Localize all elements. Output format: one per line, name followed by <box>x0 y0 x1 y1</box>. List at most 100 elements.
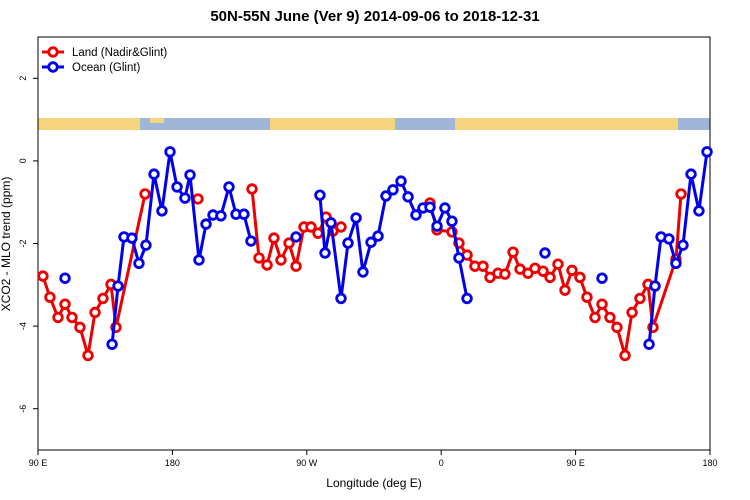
point <box>619 349 631 362</box>
point <box>305 221 317 233</box>
point <box>238 208 250 220</box>
point <box>611 321 623 334</box>
point <box>589 311 601 324</box>
point <box>649 280 661 292</box>
point <box>596 298 608 310</box>
x-tick-label: 90 W <box>296 458 318 468</box>
point <box>223 181 235 193</box>
point <box>581 291 593 303</box>
point <box>66 311 78 324</box>
point <box>139 188 151 200</box>
point <box>677 239 689 251</box>
point <box>663 233 675 245</box>
point <box>372 230 384 242</box>
point <box>424 201 436 213</box>
point <box>193 254 205 266</box>
point <box>290 231 302 243</box>
point <box>402 191 414 203</box>
point <box>275 254 287 266</box>
point <box>507 246 519 258</box>
point <box>37 270 49 282</box>
point <box>335 221 347 233</box>
point <box>82 349 94 362</box>
point <box>643 338 655 350</box>
point <box>537 265 549 277</box>
point <box>453 252 465 264</box>
point <box>192 193 204 205</box>
point <box>446 215 458 227</box>
point <box>148 168 160 180</box>
point <box>312 227 324 239</box>
point <box>59 298 71 310</box>
point <box>261 259 273 271</box>
point <box>283 237 295 249</box>
y-tick-label: -6 <box>18 405 28 413</box>
point <box>670 257 682 270</box>
point <box>97 292 109 305</box>
x-tick-label: 180 <box>702 458 717 468</box>
legend-marker <box>47 46 59 58</box>
chart-title: 50N-55N June (Ver 9) 2014-09-06 to 2018-… <box>210 8 539 25</box>
point <box>89 306 101 319</box>
point <box>171 181 183 193</box>
y-tick-label: -2 <box>18 239 28 247</box>
point <box>335 292 347 305</box>
point <box>626 306 638 319</box>
point <box>350 212 362 224</box>
point <box>126 232 138 244</box>
point <box>246 183 258 195</box>
point <box>319 247 331 259</box>
y-axis-label: XCO2 - MLO trend (ppm) <box>0 177 13 312</box>
point <box>314 189 326 201</box>
point <box>461 292 473 305</box>
point <box>200 218 212 230</box>
y-tick-label: 0 <box>18 158 28 163</box>
point <box>133 257 145 270</box>
point <box>604 311 616 324</box>
point <box>164 146 176 158</box>
point <box>357 266 369 278</box>
point <box>184 169 196 181</box>
point <box>552 258 564 270</box>
x-tick-label: 90 E <box>566 458 585 468</box>
point <box>596 272 608 284</box>
point <box>675 188 687 200</box>
legend: Land (Nadir&Glint) Ocean (Glint) <box>42 46 167 74</box>
point <box>325 217 337 229</box>
point <box>106 338 118 350</box>
land-ocean-strip <box>38 118 710 130</box>
point <box>112 280 124 292</box>
point <box>544 271 556 284</box>
point <box>380 190 392 202</box>
point <box>215 210 227 222</box>
point <box>387 184 399 196</box>
point <box>245 235 257 247</box>
point <box>439 202 451 214</box>
point <box>693 205 705 217</box>
x-tick-label: 90 E <box>29 458 48 468</box>
series-line <box>110 150 709 345</box>
point <box>499 268 511 280</box>
point <box>685 168 697 180</box>
legend-marker <box>47 61 59 73</box>
point <box>179 192 191 204</box>
point <box>431 220 443 232</box>
point <box>574 271 586 284</box>
point <box>74 321 86 334</box>
x-tick-label: 0 <box>439 458 444 468</box>
point <box>566 264 578 277</box>
x-tick-label: 180 <box>165 458 180 468</box>
x-axis-label: Longitude (deg E) <box>326 476 421 490</box>
y-tick-label: 2 <box>18 76 28 81</box>
point <box>268 232 280 244</box>
point <box>44 291 56 303</box>
point <box>156 205 168 217</box>
point <box>52 311 64 324</box>
point <box>539 247 551 259</box>
point <box>140 239 152 251</box>
legend-label: Ocean (Glint) <box>72 62 141 74</box>
point <box>253 252 265 264</box>
point <box>477 260 489 272</box>
point <box>559 284 571 296</box>
